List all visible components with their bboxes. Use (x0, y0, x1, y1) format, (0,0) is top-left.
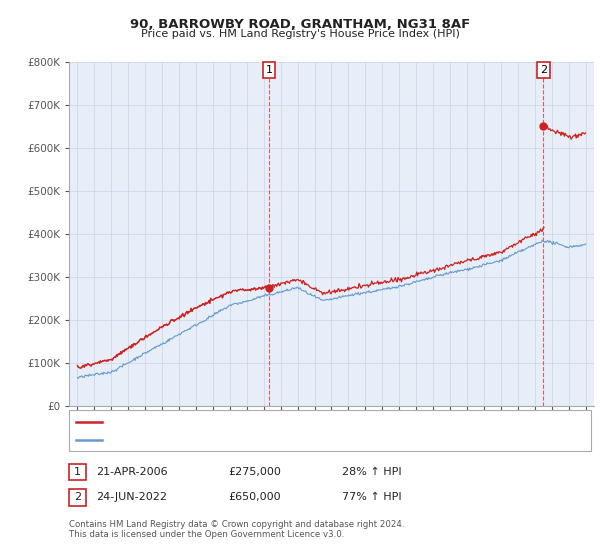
Text: 21-APR-2006: 21-APR-2006 (96, 467, 167, 477)
Text: 90, BARROWBY ROAD, GRANTHAM, NG31 8AF (detached house): 90, BARROWBY ROAD, GRANTHAM, NG31 8AF (d… (107, 417, 427, 427)
Text: £650,000: £650,000 (228, 492, 281, 502)
Text: 1: 1 (74, 467, 81, 477)
Text: 28% ↑ HPI: 28% ↑ HPI (342, 467, 401, 477)
Text: 2: 2 (74, 492, 81, 502)
Text: 24-JUN-2022: 24-JUN-2022 (96, 492, 167, 502)
Text: HPI: Average price, detached house, South Kesteven: HPI: Average price, detached house, Sout… (107, 435, 369, 445)
Text: 2: 2 (539, 65, 547, 75)
Text: 77% ↑ HPI: 77% ↑ HPI (342, 492, 401, 502)
Text: £275,000: £275,000 (228, 467, 281, 477)
Text: Contains HM Land Registry data © Crown copyright and database right 2024.
This d: Contains HM Land Registry data © Crown c… (69, 520, 404, 539)
Text: 1: 1 (265, 65, 272, 75)
Text: Price paid vs. HM Land Registry's House Price Index (HPI): Price paid vs. HM Land Registry's House … (140, 29, 460, 39)
Text: 90, BARROWBY ROAD, GRANTHAM, NG31 8AF: 90, BARROWBY ROAD, GRANTHAM, NG31 8AF (130, 18, 470, 31)
